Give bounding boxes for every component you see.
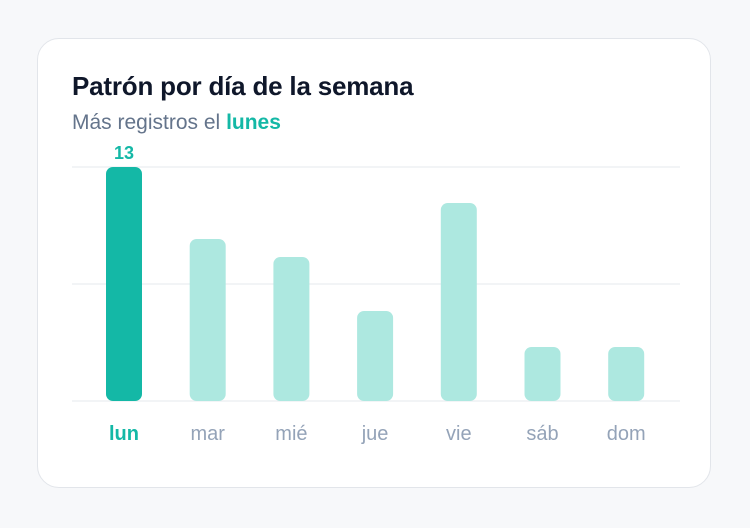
- bar-mar: [189, 239, 226, 401]
- subtitle-prefix: Más registros el: [72, 111, 221, 134]
- x-tick-label-lun: lun: [109, 423, 139, 445]
- x-tick-label-jue: jue: [361, 423, 389, 445]
- bar-lun: [106, 167, 142, 401]
- bar-jue: [357, 311, 394, 401]
- bar-sáb: [524, 347, 561, 401]
- weekday-pattern-card: Patrón por día de la semana Más registro…: [37, 38, 711, 488]
- card-title: Patrón por día de la semana: [72, 71, 414, 101]
- x-tick-label-mar: mar: [190, 423, 225, 445]
- bar-dom: [608, 347, 645, 401]
- x-tick-label-sáb: sáb: [526, 423, 558, 445]
- bar-mié: [273, 257, 310, 401]
- subtitle-highlight-day: lunes: [226, 111, 281, 134]
- weekday-bar-chart: lun 13 mar mié jue vie sáb dom: [72, 143, 680, 445]
- bar-vie: [440, 203, 477, 401]
- card-subtitle: Más registros el lunes: [72, 111, 281, 135]
- value-label-lun: 13: [114, 143, 134, 163]
- x-tick-label-vie: vie: [446, 423, 472, 445]
- x-tick-label-mié: mié: [275, 423, 307, 445]
- x-tick-label-dom: dom: [607, 423, 646, 445]
